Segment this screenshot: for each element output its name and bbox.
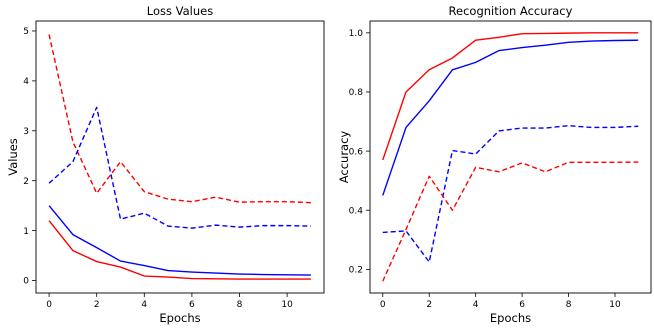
accuracy-y-axis-label: Accuracy bbox=[337, 131, 351, 184]
loss-ytick-label: 2 bbox=[23, 177, 29, 187]
accuracy-ytick-label: 0.4 bbox=[349, 206, 364, 216]
loss-series-line-2 bbox=[48, 34, 311, 204]
accuracy-ytick-label: 0.2 bbox=[349, 266, 363, 276]
accuracy-series-line-1 bbox=[382, 39, 639, 196]
accuracy-ytick-label: 0.6 bbox=[349, 147, 364, 157]
loss-chart-title: Loss Values bbox=[147, 4, 213, 18]
loss-xtick-label: 2 bbox=[94, 300, 100, 310]
loss-y-axis-label: Values bbox=[6, 138, 20, 176]
accuracy-xtick-label: 6 bbox=[519, 300, 525, 310]
accuracy-ytick-label: 1.0 bbox=[349, 29, 364, 39]
loss-xtick-label: 10 bbox=[281, 300, 293, 310]
accuracy-x-axis-label: Epochs bbox=[490, 311, 531, 325]
accuracy-xtick-label: 4 bbox=[473, 300, 479, 310]
loss-ytick-label: 4 bbox=[23, 77, 29, 87]
accuracy-ytick-label: 0.8 bbox=[349, 88, 364, 98]
accuracy-series-line-0 bbox=[382, 32, 639, 161]
loss-ytick-label: 0 bbox=[23, 277, 29, 287]
loss-series-line-3 bbox=[48, 106, 311, 229]
recognition-accuracy-chart: 0 2 4 6 8 10 0.2 0.4 0.6 0.8 1.0 Recognition Accura… bbox=[337, 4, 652, 325]
accuracy-series-line-3 bbox=[382, 161, 639, 282]
accuracy-series-line-2 bbox=[382, 124, 639, 263]
loss-xtick-label: 8 bbox=[237, 300, 243, 310]
accuracy-xtick-label: 2 bbox=[426, 300, 432, 310]
loss-x-axis-label: Epochs bbox=[159, 311, 200, 325]
loss-ytick-label: 5 bbox=[23, 27, 29, 37]
loss-ytick-label: 1 bbox=[23, 227, 29, 237]
loss-xtick-label: 6 bbox=[189, 300, 195, 310]
accuracy-xtick-label: 8 bbox=[566, 300, 572, 310]
accuracy-axes-frame bbox=[369, 20, 652, 294]
loss-xtick-label: 0 bbox=[46, 300, 52, 310]
accuracy-xtick-label: 10 bbox=[609, 300, 621, 310]
accuracy-xtick-label: 0 bbox=[380, 300, 386, 310]
loss-xtick-label: 4 bbox=[141, 300, 147, 310]
loss-series-line-1 bbox=[48, 205, 311, 276]
accuracy-chart-title: Recognition Accuracy bbox=[449, 4, 573, 18]
loss-series-line-0 bbox=[48, 220, 311, 280]
loss-values-chart: 0 2 4 6 8 10 0 1 2 3 4 5 Loss Values Epochs Values bbox=[6, 4, 325, 325]
loss-axes-frame bbox=[35, 20, 325, 294]
loss-ytick-label: 3 bbox=[23, 127, 29, 137]
